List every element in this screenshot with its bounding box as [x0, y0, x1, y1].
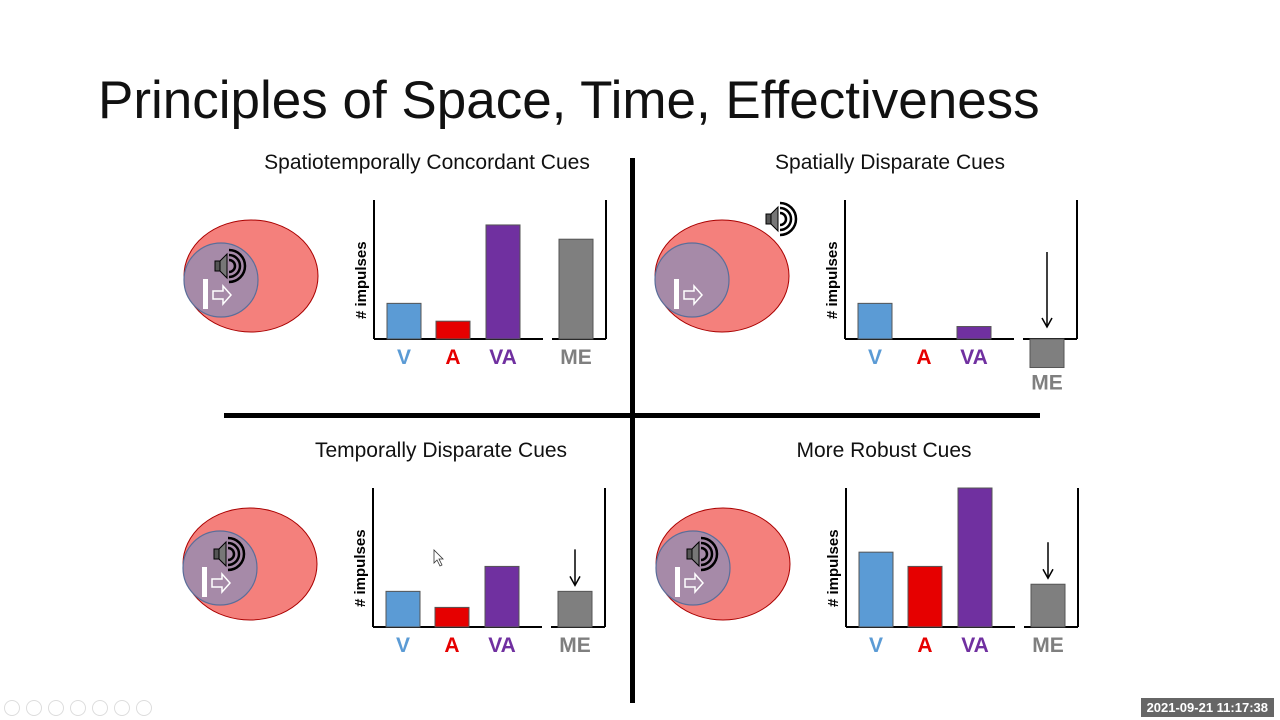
arrow-right-icon — [212, 284, 233, 306]
slide-title: Principles of Space, Time, Effectiveness — [98, 71, 1040, 130]
next-icon[interactable] — [26, 700, 42, 716]
tick-label-VA: VA — [489, 346, 517, 369]
tick-label-ME: ME — [560, 346, 592, 369]
receptive-field-inner — [655, 530, 731, 606]
y-axis-label: # impulses — [353, 241, 370, 319]
receptive-field-inner — [182, 530, 258, 606]
bar-ME — [558, 238, 594, 340]
more-icon[interactable] — [136, 700, 152, 716]
subtitle-icon[interactable] — [114, 700, 130, 716]
decrease-arrowhead — [1041, 317, 1053, 329]
panel-title-spatial: Spatially Disparate Cues — [775, 151, 1005, 174]
bar-ME — [557, 590, 593, 628]
sound-wave — [700, 546, 709, 562]
sound-wave — [779, 201, 798, 237]
bar-VA — [956, 326, 992, 340]
tick-label-VA: VA — [488, 634, 516, 657]
arrow-right-icon — [683, 284, 704, 306]
panel-title-temporal: Temporally Disparate Cues — [314, 439, 568, 462]
tick-label-V: V — [869, 634, 883, 657]
tick-label-A: A — [916, 346, 931, 369]
tick-label-V: V — [397, 346, 411, 369]
y-axis-label: # impulses — [824, 241, 841, 319]
panel-title-robust: More Robust Cues — [796, 439, 972, 462]
panel-title-concordant: Spatiotemporally Concordant Cues — [264, 151, 590, 174]
bar-VA — [485, 224, 521, 340]
prev-icon[interactable] — [4, 700, 20, 716]
tick-label-A: A — [444, 634, 459, 657]
y-axis-label: # impulses — [825, 529, 842, 607]
sound-wave — [700, 536, 719, 572]
speaker-body — [765, 213, 772, 225]
bar-VA — [957, 487, 993, 628]
bar-ME — [1030, 583, 1066, 628]
bar-V — [386, 302, 422, 340]
arrow-right-icon — [211, 572, 232, 594]
tick-label-VA: VA — [960, 346, 988, 369]
speaker-cone — [770, 205, 779, 233]
tick-label-V: V — [396, 634, 410, 657]
receptive-field-inner — [183, 242, 259, 318]
sound-wave — [228, 258, 237, 274]
y-axis-label: # impulses — [352, 529, 369, 607]
bar-A — [434, 606, 470, 628]
bar-V — [385, 590, 421, 628]
sound-wave — [779, 211, 788, 227]
visual-stimulus-bar-icon — [675, 567, 680, 597]
tick-label-A: A — [445, 346, 460, 369]
zoom-icon[interactable] — [92, 700, 108, 716]
mouse-cursor-icon — [433, 549, 444, 567]
pen-icon[interactable] — [48, 700, 64, 716]
bar-V — [858, 551, 894, 628]
speaker-body — [214, 260, 221, 272]
speaker-cone — [219, 252, 228, 280]
decrease-arrowhead — [569, 575, 581, 587]
presentation-controls — [4, 700, 152, 716]
timestamp: 2021-09-21 11:17:38 — [1140, 698, 1274, 717]
bar-V — [857, 302, 893, 340]
speaker-body — [213, 548, 220, 560]
vertical-divider — [630, 158, 635, 703]
tick-label-ME: ME — [1032, 634, 1064, 657]
horizontal-divider — [224, 413, 1040, 418]
sound-wave — [227, 546, 236, 562]
slides-icon[interactable] — [70, 700, 86, 716]
sound-wave — [227, 536, 246, 572]
sound-wave — [228, 253, 242, 279]
speaker-cone — [691, 540, 700, 568]
arrow-right-icon — [684, 572, 705, 594]
visual-stimulus-bar-icon — [674, 279, 679, 309]
bar-A — [907, 565, 943, 628]
tick-label-ME: ME — [1031, 372, 1063, 395]
speaker-body — [686, 548, 693, 560]
bar-VA — [484, 565, 520, 628]
decrease-arrowhead — [1042, 568, 1054, 580]
sound-wave — [227, 541, 241, 567]
visual-stimulus-bar-icon — [203, 279, 208, 309]
sound-wave — [779, 206, 793, 232]
tick-label-A: A — [917, 634, 932, 657]
receptive-field-inner — [654, 242, 730, 318]
tick-label-V: V — [868, 346, 882, 369]
bar-A — [435, 320, 471, 340]
sound-wave — [228, 248, 247, 284]
tick-label-VA: VA — [961, 634, 989, 657]
bar-ME — [1029, 338, 1065, 369]
sound-wave — [700, 541, 714, 567]
speaker-cone — [218, 540, 227, 568]
visual-stimulus-bar-icon — [202, 567, 207, 597]
tick-label-ME: ME — [559, 634, 591, 657]
